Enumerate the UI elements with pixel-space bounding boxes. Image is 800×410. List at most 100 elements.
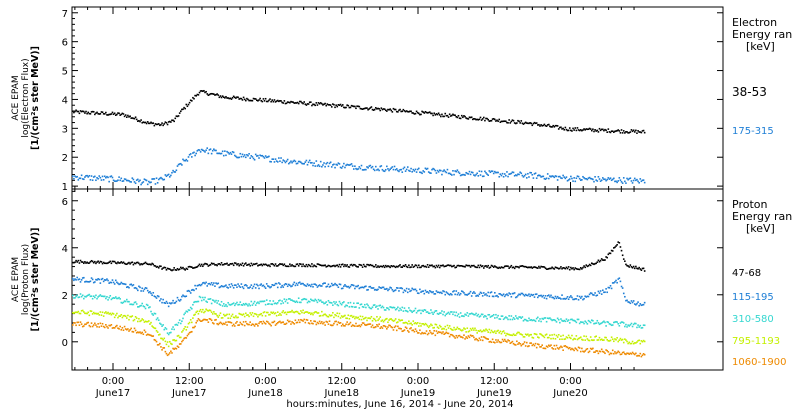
- data-point: [219, 263, 222, 266]
- data-point: [231, 284, 234, 287]
- data-point: [80, 323, 83, 325]
- data-point: [96, 325, 98, 328]
- data-point: [307, 263, 310, 266]
- data-point: [149, 323, 151, 325]
- data-point: [632, 300, 635, 302]
- data-point: [523, 294, 526, 297]
- data-point: [510, 172, 513, 175]
- data-point: [608, 340, 611, 342]
- data-point: [460, 315, 463, 317]
- legend-title-line: Energy ran: [732, 28, 792, 41]
- data-point: [412, 310, 415, 313]
- data-point: [596, 261, 599, 263]
- data-point: [471, 313, 474, 315]
- data-point: [197, 94, 200, 96]
- data-point: [153, 295, 156, 298]
- data-point: [365, 306, 367, 309]
- data-point: [329, 285, 332, 287]
- data-point: [471, 118, 474, 121]
- data-point: [492, 341, 495, 343]
- data-point: [576, 349, 579, 352]
- data-point: [444, 293, 447, 296]
- data-point: [236, 286, 238, 289]
- data-point: [398, 318, 400, 321]
- data-point: [392, 306, 395, 309]
- data-point: [489, 331, 492, 334]
- data-point: [90, 277, 93, 279]
- data-point: [187, 309, 190, 311]
- data-point: [291, 299, 293, 302]
- data-point: [420, 266, 422, 269]
- data-point: [441, 332, 443, 335]
- data-point: [470, 171, 473, 174]
- data-point: [156, 181, 159, 184]
- data-point: [425, 311, 428, 313]
- data-point: [501, 330, 504, 333]
- data-point: [254, 304, 257, 306]
- data-point: [535, 266, 538, 269]
- data-point: [350, 325, 353, 328]
- data-point: [622, 341, 625, 344]
- data-point: [411, 264, 413, 266]
- data-point: [590, 319, 593, 321]
- data-point: [438, 169, 441, 172]
- data-point: [195, 287, 198, 290]
- data-point: [81, 294, 84, 297]
- data-point: [175, 269, 178, 271]
- data-point: [142, 121, 145, 123]
- data-point: [548, 294, 550, 296]
- data-point: [185, 337, 188, 339]
- data-point: [393, 265, 396, 268]
- data-point: [156, 331, 159, 333]
- data-point: [177, 115, 180, 117]
- data-point: [139, 263, 141, 266]
- data-point: [570, 129, 572, 132]
- data-point: [607, 253, 610, 256]
- data-point: [269, 323, 271, 326]
- data-point: [102, 179, 105, 181]
- data-point: [490, 264, 493, 267]
- data-point: [607, 351, 610, 353]
- data-point: [638, 181, 640, 184]
- data-point: [571, 318, 573, 321]
- data-point: [402, 291, 405, 294]
- data-point: [101, 262, 104, 265]
- data-point: [492, 331, 495, 334]
- data-point: [286, 311, 289, 314]
- data-point: [348, 323, 351, 325]
- data-point: [113, 283, 116, 285]
- data-point: [323, 321, 325, 324]
- data-point: [399, 287, 401, 289]
- data-point: [604, 128, 606, 131]
- data-point: [97, 312, 99, 315]
- data-point: [544, 295, 547, 297]
- data-point: [159, 265, 161, 267]
- data-point: [272, 100, 275, 103]
- data-point: [283, 100, 286, 102]
- data-point: [458, 172, 461, 175]
- data-point: [446, 264, 449, 267]
- data-point: [352, 168, 355, 170]
- data-point: [289, 298, 291, 300]
- data-point: [78, 278, 81, 280]
- data-point: [394, 318, 397, 320]
- data-point: [268, 99, 270, 102]
- data-point: [117, 327, 119, 330]
- data-point: [405, 110, 408, 112]
- data-point: [408, 307, 410, 309]
- data-point: [241, 323, 244, 326]
- data-point: [371, 264, 374, 267]
- data-point: [326, 285, 329, 288]
- data-point: [79, 321, 82, 323]
- data-point: [368, 323, 371, 325]
- data-point: [269, 160, 271, 163]
- data-point: [517, 173, 519, 175]
- data-point: [557, 297, 560, 299]
- data-point: [534, 320, 537, 323]
- data-point: [621, 351, 624, 354]
- data-point: [640, 340, 643, 342]
- data-point: [78, 262, 81, 264]
- data-point: [335, 301, 337, 303]
- data-point: [440, 312, 442, 314]
- data-point: [230, 263, 233, 265]
